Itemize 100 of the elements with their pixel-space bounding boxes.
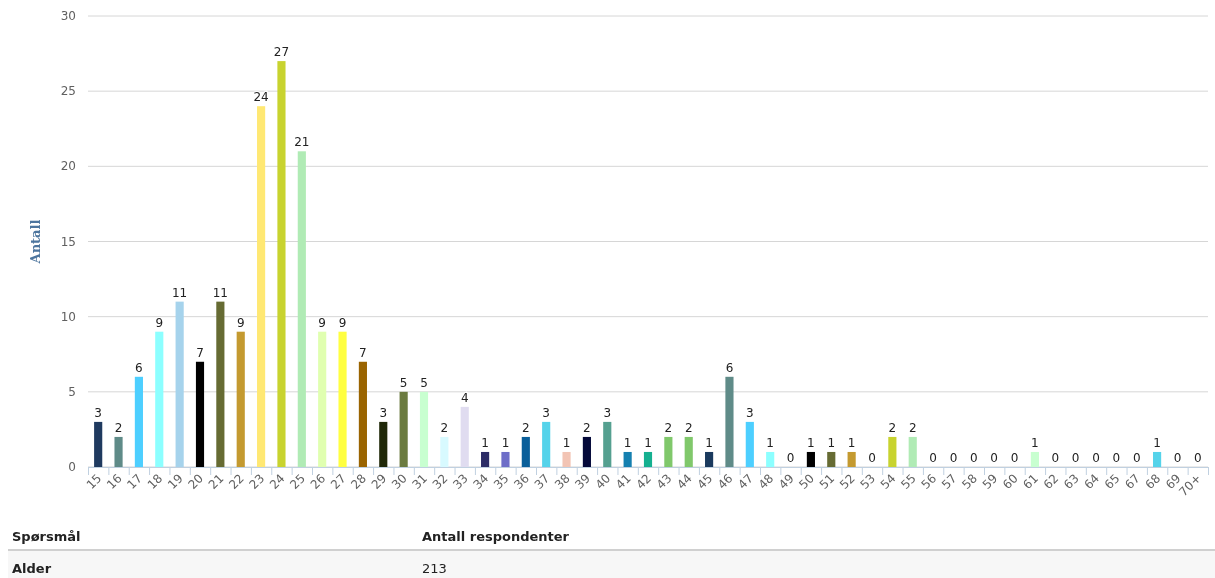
data-label: 0 (868, 451, 876, 465)
x-tick-label: 55 (898, 471, 919, 492)
x-tick-label: 68 (1142, 471, 1164, 492)
x-tick-label: 62 (1040, 471, 1062, 492)
x-tick-label: 16 (103, 471, 125, 492)
data-label: 2 (114, 420, 123, 435)
data-label: 0 (990, 451, 998, 465)
x-tick-label: 42 (633, 471, 655, 492)
bar (216, 301, 225, 467)
x-tick-label: 37 (531, 471, 553, 492)
bar (623, 451, 632, 467)
x-tick-label: 38 (551, 471, 573, 492)
x-tick-label: 26 (307, 471, 329, 492)
x-tick-label: 64 (1081, 471, 1103, 492)
y-tick-label: 15 (60, 234, 76, 249)
data-label: 2 (684, 420, 693, 435)
bar (134, 376, 143, 467)
bar (379, 421, 388, 467)
data-label: 9 (236, 315, 245, 330)
bar (806, 451, 815, 467)
data-label: 3 (603, 405, 612, 420)
data-label: 0 (1051, 451, 1060, 465)
bar (419, 391, 429, 467)
x-tick-label: 67 (1122, 471, 1143, 492)
bar (257, 106, 266, 467)
bar (155, 331, 164, 467)
bar (195, 361, 205, 467)
bar (440, 436, 449, 467)
x-tick-label: 61 (1020, 471, 1042, 492)
x-tick-label: 60 (999, 471, 1021, 492)
data-label: 0 (970, 451, 978, 465)
data-label: 4 (460, 390, 469, 405)
bar (908, 436, 917, 467)
x-tick-label: 35 (490, 471, 512, 492)
y-tick-label: 10 (60, 309, 76, 324)
y-tick-label: 25 (60, 84, 76, 99)
x-tick-label: 59 (979, 471, 1001, 492)
y-axis-title: Antall (28, 219, 43, 265)
data-label: 0 (1173, 451, 1182, 465)
bar (297, 151, 306, 467)
x-tick-label: 24 (266, 471, 288, 492)
x-tick-label: 39 (572, 471, 594, 492)
data-label: 1 (705, 435, 713, 450)
bar (521, 436, 530, 467)
x-tick-label: 31 (409, 471, 431, 492)
data-label: 3 (542, 405, 550, 420)
data-label: 1 (501, 435, 510, 450)
bar (827, 451, 836, 467)
bar (114, 436, 123, 467)
bar (562, 451, 571, 467)
x-tick-label: 48 (755, 471, 777, 492)
bar (338, 331, 347, 467)
bar (460, 406, 469, 467)
data-label: 11 (212, 285, 228, 300)
bar (745, 421, 754, 467)
data-label: 21 (294, 135, 310, 150)
bar (1030, 451, 1039, 467)
x-tick-label: 41 (613, 471, 634, 492)
bar (643, 451, 653, 467)
data-label: 0 (1071, 451, 1080, 465)
x-tick-label: 45 (694, 471, 716, 492)
y-tick-label: 20 (60, 159, 76, 174)
y-tick-label: 0 (68, 460, 76, 474)
y-tick-label: 30 (60, 9, 76, 23)
data-label: 1 (827, 435, 836, 450)
data-label: 1 (1031, 435, 1039, 450)
bar (399, 391, 408, 467)
data-label: 2 (888, 420, 897, 435)
data-label: 24 (253, 90, 269, 105)
x-tick-label: 19 (165, 471, 186, 492)
x-tick-label: 22 (226, 471, 247, 492)
bar (94, 421, 103, 467)
text: Spørsmål (12, 529, 81, 544)
x-tick-label: 46 (714, 471, 736, 492)
data-label: 11 (172, 285, 188, 300)
data-label: 0 (1112, 451, 1121, 465)
data-label: 2 (522, 420, 530, 435)
data-label: 27 (273, 45, 290, 60)
data-label: 1 (562, 435, 571, 450)
x-tick-label: 27 (327, 471, 349, 492)
x-tick-label: 40 (592, 471, 614, 492)
data-label: 3 (94, 405, 102, 420)
data-label: 1 (766, 435, 774, 450)
bar (603, 421, 612, 467)
x-tick-label: 47 (735, 471, 756, 492)
x-tick-label: 25 (287, 471, 308, 492)
x-tick-label: 34 (470, 471, 492, 492)
x-tick-label: 63 (1061, 471, 1082, 492)
x-tick-label: 17 (124, 471, 146, 492)
data-label: 5 (420, 375, 428, 390)
text: 213 (422, 561, 447, 576)
x-tick-label: 51 (816, 471, 838, 492)
data-label: 6 (135, 360, 143, 375)
bar (501, 451, 510, 467)
x-tick-label: 50 (796, 471, 818, 492)
data-label: 2 (664, 420, 673, 435)
data-label: 0 (929, 451, 937, 465)
x-tick-label: 21 (205, 471, 227, 492)
x-tick-label: 49 (775, 471, 797, 492)
x-tick-label: 52 (837, 471, 858, 492)
